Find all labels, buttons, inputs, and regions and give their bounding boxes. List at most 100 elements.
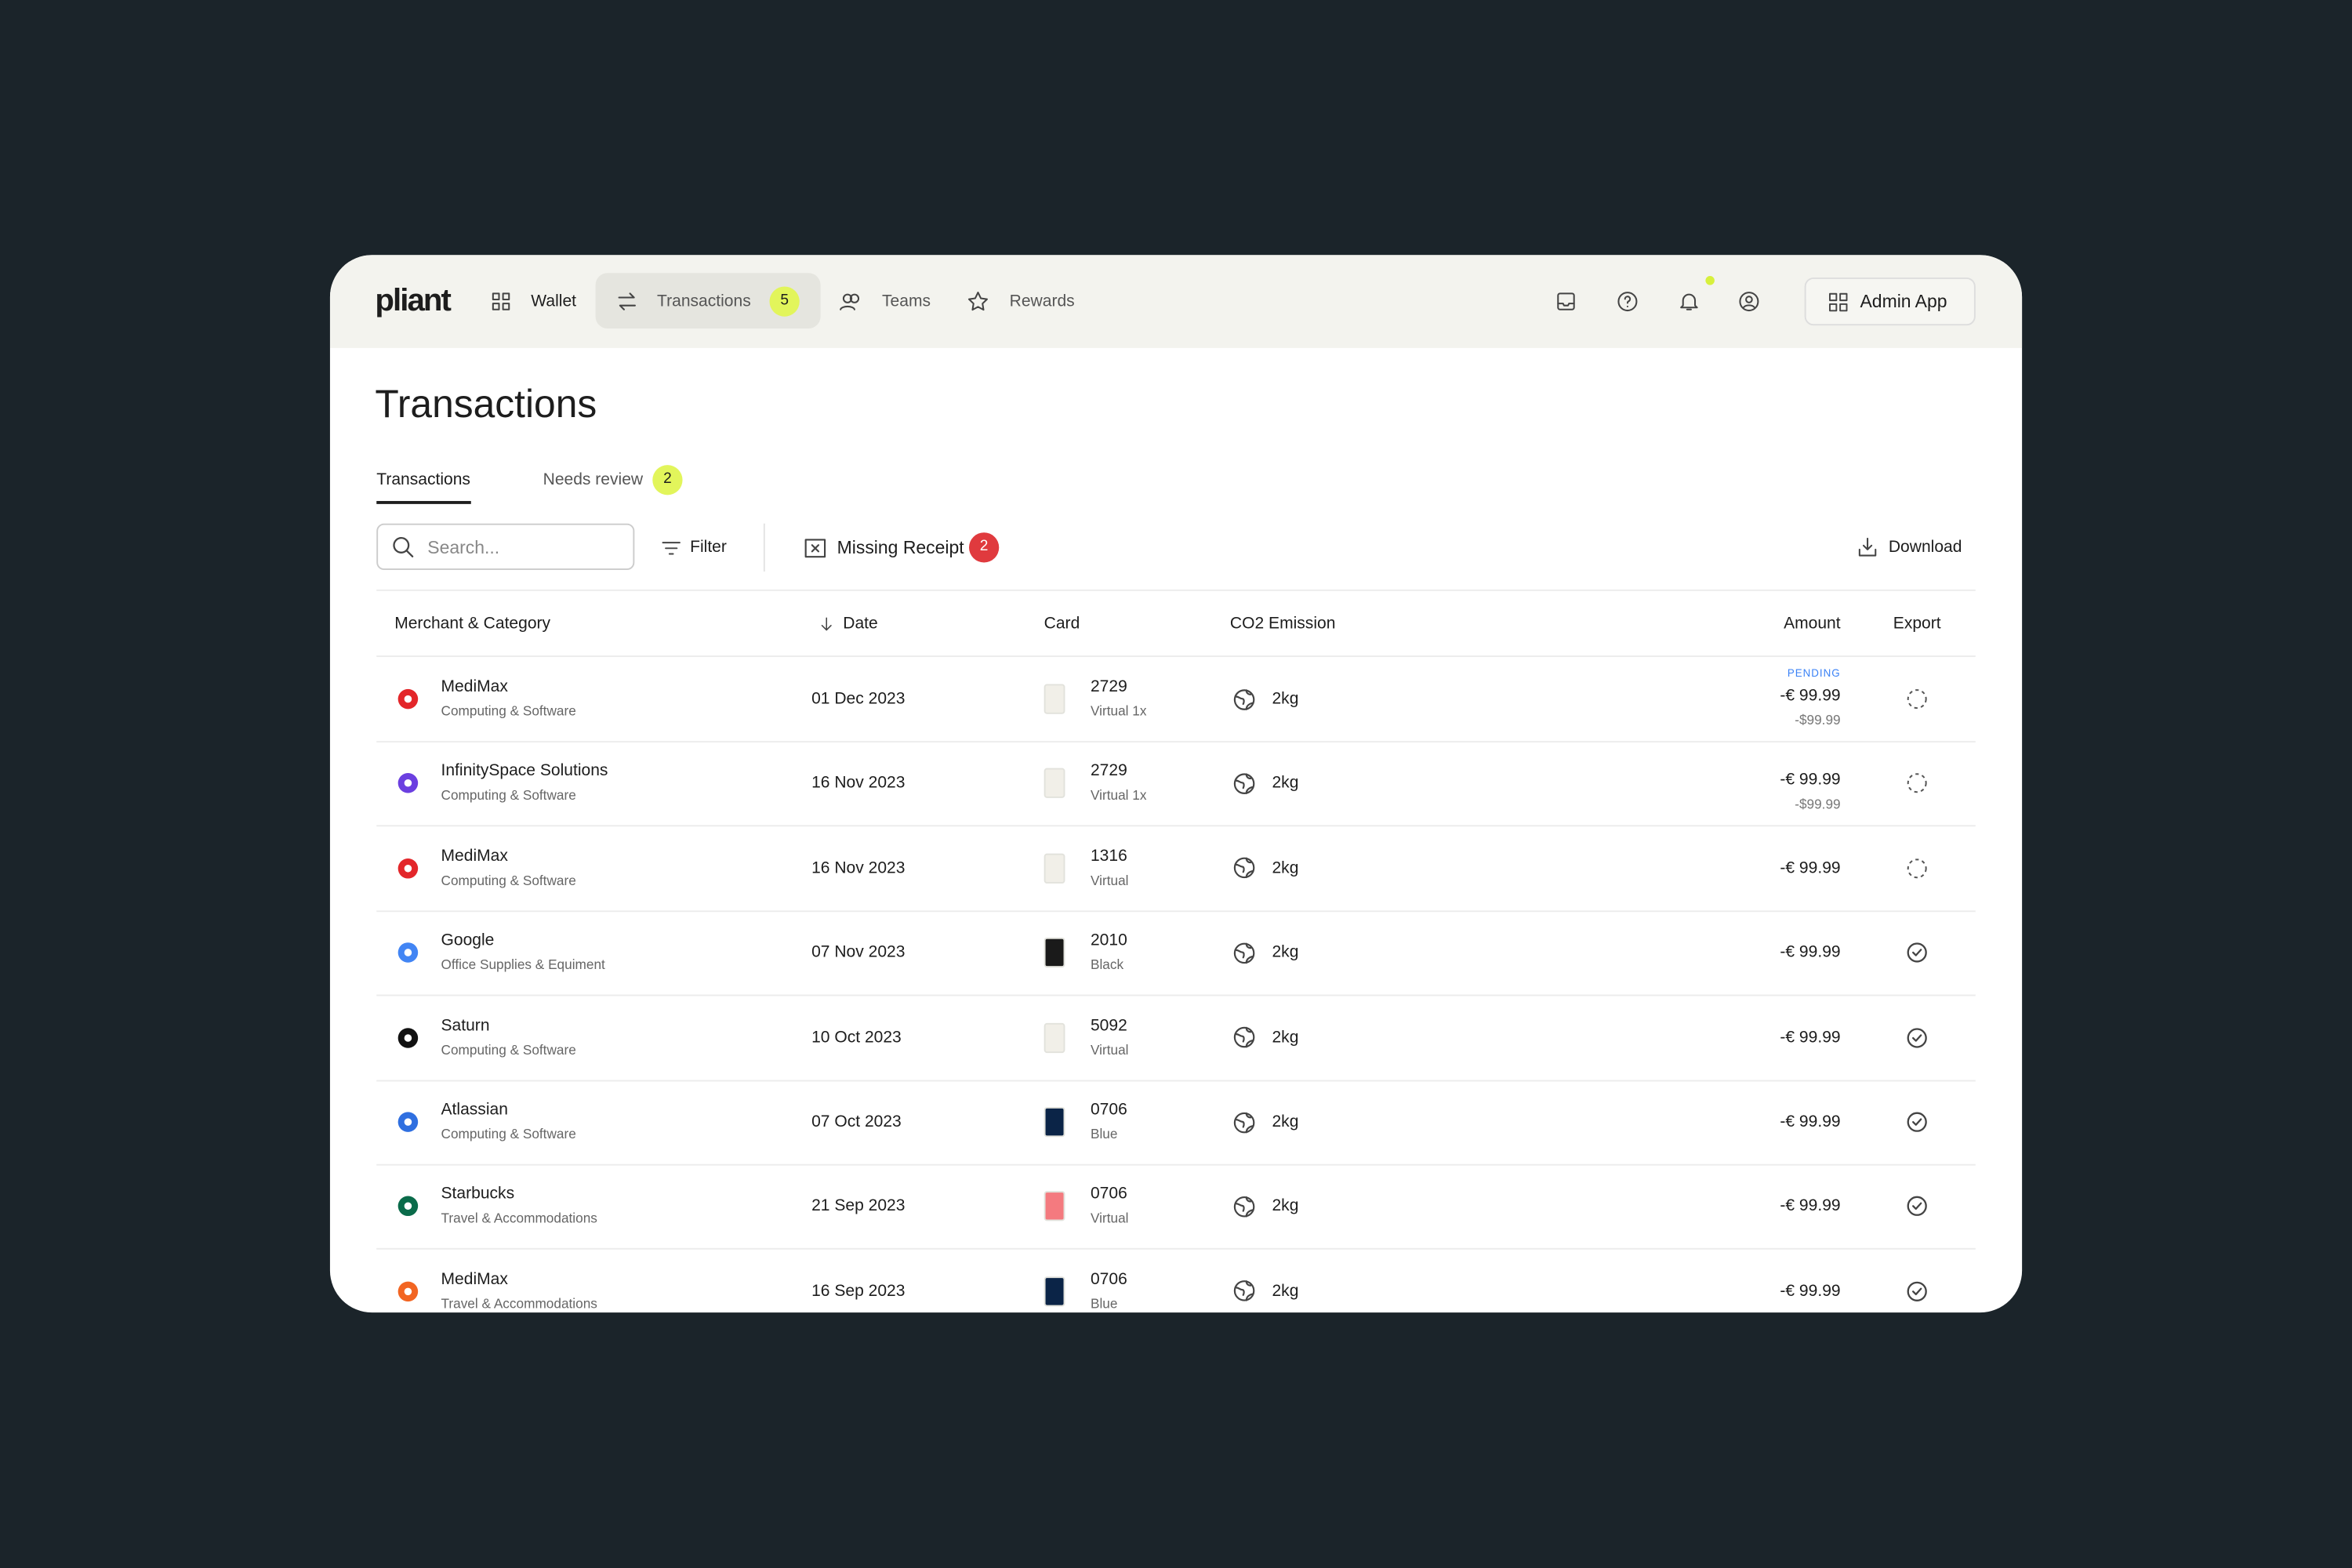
date: 16 Sep 2023 [811, 1282, 906, 1301]
date: 21 Sep 2023 [811, 1197, 906, 1216]
merchant-logo [397, 773, 419, 794]
export-status [1907, 942, 1927, 963]
amount: -€ 99.99 [1780, 858, 1841, 877]
toolbar-divider [763, 523, 765, 572]
tab[interactable]: Transactions [376, 470, 470, 489]
amount: -€ 99.99 [1780, 1282, 1841, 1301]
row[interactable] [376, 826, 1976, 910]
row-line [376, 1079, 1976, 1081]
header-icon [1617, 292, 1638, 312]
row-line [376, 1163, 1976, 1166]
nav-item[interactable]: Rewards [1009, 292, 1075, 311]
co2-icon [1232, 688, 1254, 710]
header-icon [1739, 292, 1759, 312]
co2-icon [1232, 858, 1254, 879]
amount: -€ 99.99 [1780, 943, 1841, 962]
nav-item[interactable]: Transactions [657, 292, 751, 311]
row[interactable] [376, 996, 1976, 1080]
merchant-name: InfinitySpace Solutions [441, 762, 608, 781]
column-header: Export [1893, 615, 1941, 633]
card-thumb [1044, 684, 1065, 714]
export-status [1907, 689, 1927, 710]
amount: -€ 99.99 [1780, 1112, 1841, 1131]
card-type: Black [1090, 957, 1124, 973]
card-type: Virtual [1090, 873, 1129, 888]
row-line [376, 909, 1976, 912]
column-header: Card [1044, 615, 1080, 633]
column-header: Amount [1784, 615, 1841, 633]
card-thumb [1044, 1276, 1065, 1307]
row[interactable] [376, 742, 1976, 826]
merchant-category: Computing & Software [441, 873, 576, 888]
merchant-name: Saturn [441, 1016, 490, 1035]
card-number: 2729 [1090, 677, 1127, 696]
card-number: 0706 [1090, 1270, 1127, 1289]
export-status [1907, 858, 1927, 878]
nav-item[interactable]: Wallet [531, 292, 577, 311]
co2-icon [1232, 942, 1254, 964]
download-button[interactable]: Download [1888, 538, 1962, 557]
row-line [376, 826, 1976, 827]
co2-icon [1232, 1111, 1254, 1133]
status: PENDING [1787, 669, 1841, 680]
filter-button[interactable]: Filter [690, 538, 727, 557]
header-icon [1557, 292, 1575, 310]
merchant-category: Travel & Accommodations [441, 1210, 597, 1226]
card-type: Virtual [1090, 1041, 1129, 1058]
column-header: Merchant & Category [394, 615, 551, 633]
header-icon [1680, 293, 1698, 310]
nav-item[interactable]: Teams [882, 292, 931, 311]
co2: 2kg [1272, 690, 1299, 709]
card-number: 1316 [1090, 847, 1127, 866]
card-number: 0706 [1090, 1185, 1127, 1204]
export-status [1907, 1027, 1927, 1047]
tab[interactable]: Needs review [543, 470, 644, 489]
merchant-category: Computing & Software [441, 703, 576, 719]
row[interactable] [376, 911, 1976, 995]
merchant-logo [397, 1196, 419, 1217]
row[interactable] [376, 1164, 1976, 1248]
admin-button[interactable] [1804, 277, 1976, 326]
amount-usd: -$99.99 [1795, 797, 1841, 812]
search-placeholder: Search... [427, 536, 500, 558]
co2: 2kg [1272, 1112, 1299, 1131]
merchant-logo [397, 1027, 419, 1047]
missing-receipt-button[interactable]: Missing Receipt [837, 536, 964, 558]
merchant-logo [397, 688, 419, 710]
export-status [1907, 1112, 1927, 1132]
card-number: 2010 [1090, 931, 1127, 950]
card-thumb [1044, 853, 1065, 884]
card-thumb [1044, 768, 1065, 799]
row[interactable] [376, 1249, 1976, 1312]
row[interactable] [376, 1080, 1976, 1164]
export-status [1907, 774, 1927, 793]
merchant-logo [397, 1112, 419, 1132]
merchant-name: MediMax [441, 1270, 508, 1289]
top-bar [329, 255, 2023, 348]
search-icon [393, 537, 414, 557]
co2: 2kg [1272, 943, 1299, 962]
co2: 2kg [1272, 858, 1299, 877]
app-window: pliant Wallet Transactions 5 Teams Rewards Adm… [329, 255, 2023, 1313]
merchant-name: Atlassian [441, 1101, 508, 1120]
co2: 2kg [1272, 1282, 1299, 1301]
date: 10 Oct 2023 [811, 1028, 902, 1047]
co2-icon [1232, 1026, 1254, 1048]
row-line [376, 741, 1976, 743]
page-title: Transactions [375, 380, 597, 426]
merchant-logo [397, 942, 419, 964]
export-status [1907, 1281, 1927, 1301]
merchant-name: Starbucks [441, 1185, 515, 1204]
table-top-line [376, 589, 1976, 591]
co2-icon [1232, 773, 1254, 794]
date: 07 Oct 2023 [811, 1112, 902, 1131]
merchant-category: Computing & Software [441, 1126, 576, 1142]
row[interactable] [376, 657, 1976, 741]
nav-badge: 5 [780, 292, 789, 310]
sort-arrow [821, 617, 832, 631]
date: 16 Nov 2023 [811, 775, 906, 793]
search-box[interactable] [376, 523, 635, 571]
nav-icon [618, 292, 636, 310]
merchant-category: Computing & Software [441, 1041, 576, 1058]
